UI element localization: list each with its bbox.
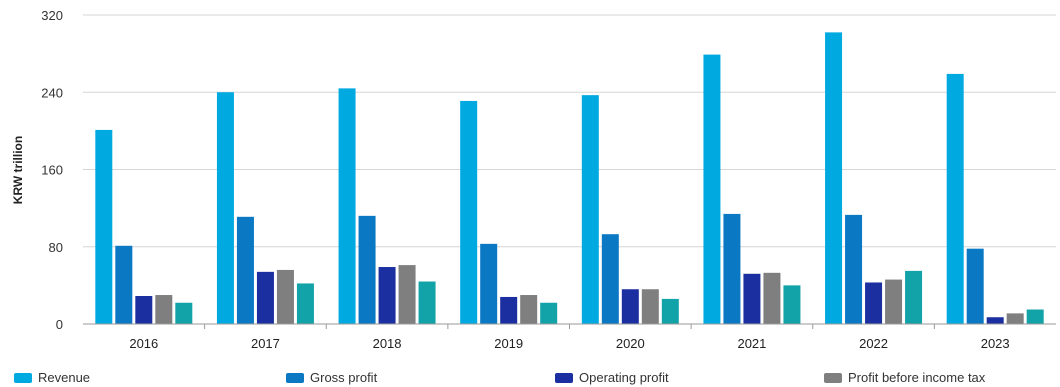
bar	[236, 216, 254, 324]
bar	[825, 32, 843, 324]
bar	[783, 285, 801, 324]
bar	[378, 267, 396, 324]
x-tick-label: 2018	[373, 336, 402, 351]
legend-label: Operating profit	[579, 370, 669, 385]
bar	[338, 88, 356, 324]
bar	[500, 296, 518, 324]
bar	[1026, 309, 1044, 324]
bar	[885, 279, 903, 324]
x-tick-label: 2020	[616, 336, 645, 351]
bar	[256, 271, 274, 324]
bars	[95, 32, 1044, 324]
legend-swatch	[824, 373, 842, 383]
legend-swatch	[14, 373, 32, 383]
y-tick-label: 160	[41, 163, 63, 178]
bar	[905, 270, 923, 324]
bar	[845, 214, 863, 324]
bar	[763, 272, 781, 324]
bar	[743, 273, 761, 324]
bar	[986, 317, 1004, 324]
y-tick-label: 240	[41, 85, 63, 100]
x-tick-label: 2021	[737, 336, 766, 351]
bar	[946, 73, 964, 324]
bar	[135, 295, 153, 324]
y-tick-label: 80	[49, 240, 63, 255]
bar	[115, 245, 133, 324]
y-axis-title: KRW trillion	[11, 136, 25, 204]
x-tick-label: 2017	[251, 336, 280, 351]
legend-label: Revenue	[38, 370, 90, 385]
bar	[540, 302, 558, 324]
bar	[703, 54, 721, 324]
bar	[601, 234, 619, 324]
bar	[398, 265, 416, 324]
bar	[661, 298, 679, 324]
bar	[358, 215, 376, 324]
y-tick-label: 320	[41, 8, 63, 23]
x-axis-ticks: 2016 2017 2018 2019 2020 2021 2022 2023	[129, 324, 1010, 351]
bar	[296, 283, 314, 324]
x-tick-label: 2022	[859, 336, 888, 351]
bar	[966, 248, 984, 324]
bar	[621, 289, 639, 324]
bar	[1006, 313, 1024, 324]
y-tick-label: 0	[56, 317, 63, 332]
bar	[216, 92, 234, 324]
bar	[155, 295, 173, 324]
bar	[175, 302, 193, 324]
bar	[460, 100, 478, 324]
legend-label: Profit before income tax	[848, 370, 986, 385]
bar	[723, 213, 741, 324]
bar	[641, 289, 659, 324]
y-axis-ticks: 0 80 160 240 320	[41, 8, 63, 332]
bar	[418, 281, 436, 324]
x-tick-label: 2016	[129, 336, 158, 351]
legend-label: Gross profit	[310, 370, 378, 385]
bar	[581, 95, 599, 324]
legend: Revenue Gross profit Operating profit Profi…	[14, 370, 986, 385]
gridlines	[83, 14, 1056, 248]
bar	[520, 295, 538, 324]
bar	[95, 129, 113, 324]
x-tick-label: 2023	[981, 336, 1010, 351]
legend-swatch	[286, 373, 304, 383]
bar	[865, 282, 883, 324]
bar	[276, 269, 294, 324]
legend-swatch	[555, 373, 573, 383]
bar	[480, 243, 498, 324]
x-tick-label: 2019	[494, 336, 523, 351]
